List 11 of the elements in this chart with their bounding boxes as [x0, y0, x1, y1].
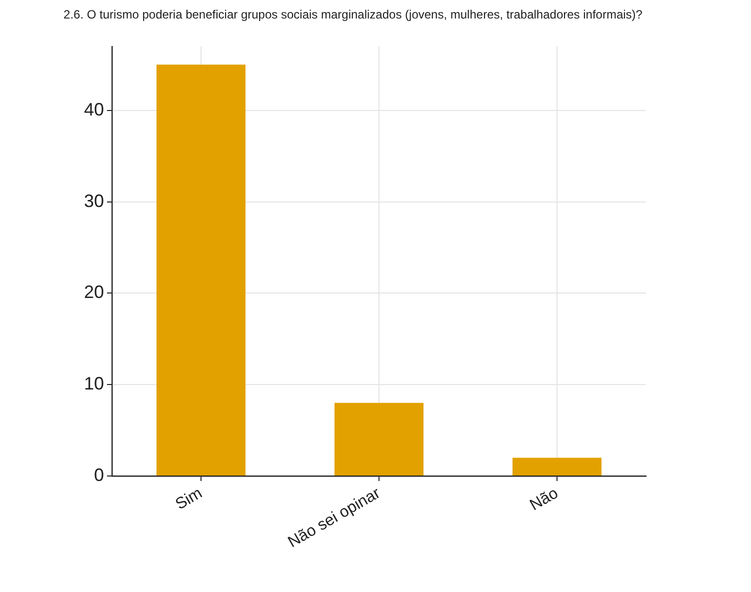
y-tick-label: 10 — [84, 374, 104, 394]
y-tick-label: 0 — [94, 464, 104, 485]
bar — [512, 458, 602, 476]
bar — [334, 402, 424, 476]
y-tick-label: 40 — [84, 99, 104, 120]
y-tick-label: 20 — [84, 282, 104, 302]
bar — [156, 64, 246, 476]
y-tick-label: 30 — [84, 190, 104, 211]
x-tick-label: Não — [527, 484, 562, 514]
x-tick-label: Sim — [172, 484, 206, 514]
chart-title: 2.6. O turismo poderia beneficiar grupos sociais marginalizados (jovens, mulheres, trabalhadores informais)? — [64, 8, 643, 22]
